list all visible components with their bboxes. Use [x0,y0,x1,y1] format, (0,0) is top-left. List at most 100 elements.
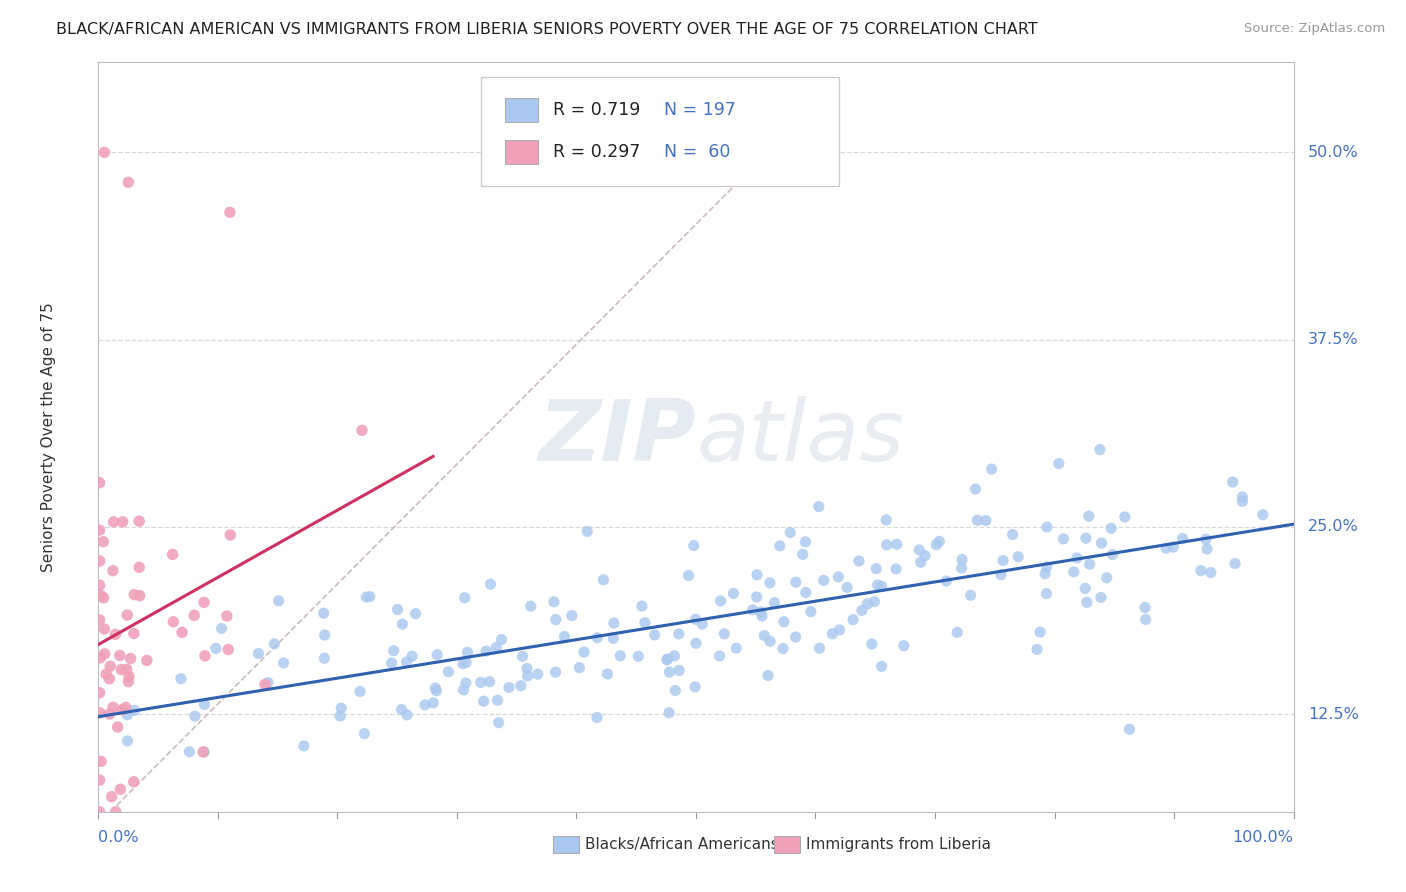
Point [1232,494,1254,508]
Point [756,668,779,682]
Point [117,734,139,748]
Point [349,684,371,698]
Point [779,525,801,540]
Point [103,515,125,529]
Point [865,561,887,575]
Point [1232,490,1254,504]
Point [101,564,124,578]
Point [89,805,111,819]
Point [946,625,969,640]
Point [89,578,111,592]
Point [884,562,907,576]
Point [426,648,449,662]
Point [586,710,609,724]
Point [965,482,987,496]
Point [107,720,129,734]
Point [1090,536,1112,550]
Point [893,639,915,653]
Point [183,608,205,623]
Point [354,590,377,604]
Point [162,548,184,562]
Point [273,656,295,670]
Point [935,574,957,588]
Point [1063,565,1085,579]
Point [91,534,114,549]
Text: R = 0.719: R = 0.719 [553,102,640,120]
Point [657,652,679,666]
Point [170,672,193,686]
Point [769,539,792,553]
Point [807,500,830,514]
Point [828,623,851,637]
Point [437,665,460,679]
Point [314,628,336,642]
Point [89,523,111,537]
Point [89,613,111,627]
Point [1074,582,1097,596]
Point [1076,595,1098,609]
Point [395,655,418,669]
Point [128,514,150,528]
Point [219,205,242,219]
Point [1047,457,1070,471]
Point [835,581,858,595]
Point [792,547,814,561]
Point [422,696,444,710]
Point [749,605,772,619]
Point [115,662,138,676]
Point [93,145,115,160]
Point [512,649,534,664]
Point [866,578,889,592]
Point [120,651,142,665]
Point [745,567,768,582]
Point [193,745,215,759]
Point [655,653,678,667]
Point [950,552,973,566]
Point [98,706,121,721]
Point [1197,541,1219,556]
Point [117,674,139,689]
Point [193,698,215,712]
Point [194,648,217,663]
Point [1154,541,1177,556]
Point [359,590,381,604]
Point [543,595,565,609]
Point [576,524,599,539]
Point [1171,532,1194,546]
Point [90,589,112,603]
Point [631,599,654,613]
Point [568,660,591,674]
Point [108,648,131,663]
Point [886,537,908,551]
Point [990,567,1012,582]
Point [117,707,139,722]
Point [1036,520,1059,534]
Point [193,745,215,759]
Point [122,626,145,640]
Point [658,665,681,679]
Point [690,617,713,632]
Point [314,651,336,665]
FancyBboxPatch shape [481,78,839,186]
Point [104,805,127,819]
Point [1135,612,1157,626]
Point [925,538,948,552]
Point [1035,560,1057,574]
Point [1033,566,1056,581]
Point [1007,549,1029,564]
Point [98,659,121,673]
Point [759,575,782,590]
Point [928,534,950,549]
Point [128,589,150,603]
Point [93,647,115,661]
Point [90,755,112,769]
Point [104,627,127,641]
Point [713,627,735,641]
Point [851,603,873,617]
Point [627,649,650,664]
Point [110,782,132,797]
Point [1001,527,1024,541]
Point [1195,533,1218,547]
Point [572,645,595,659]
Point [1251,508,1274,522]
